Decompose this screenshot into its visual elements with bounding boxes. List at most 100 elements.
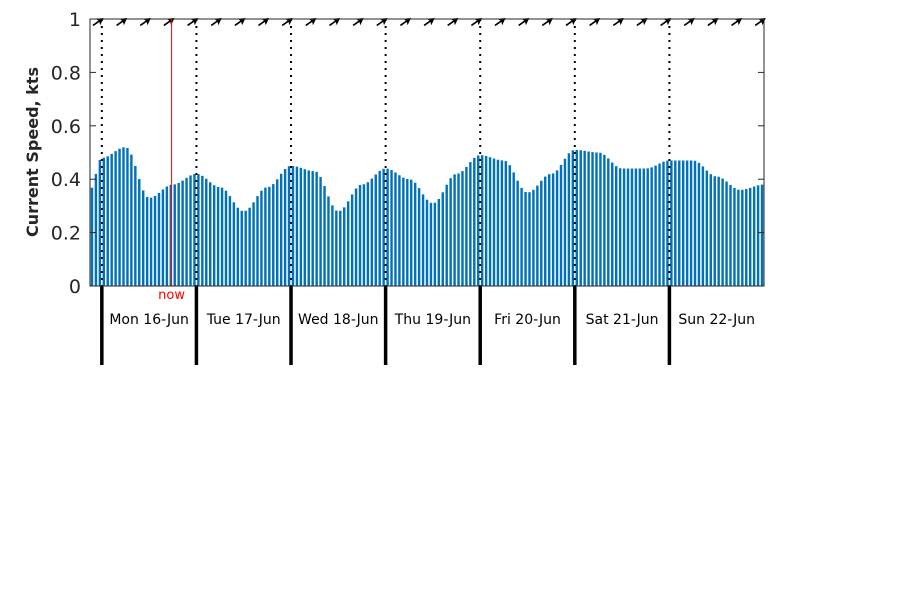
speed-bar: [461, 171, 464, 286]
speed-bar: [563, 158, 567, 286]
speed-bar: [169, 184, 173, 286]
speed-bar: [264, 187, 267, 286]
arrow-head: [521, 17, 530, 26]
speed-bar: [406, 179, 409, 286]
direction-arrow-icon: [139, 17, 151, 27]
arrow-head: [592, 17, 601, 26]
speed-bar: [642, 168, 645, 286]
speed-bar: [185, 177, 188, 286]
speed-bar: [583, 150, 586, 286]
speed-bar: [244, 210, 247, 286]
speed-bar: [709, 174, 713, 286]
speed-bar: [122, 147, 125, 286]
speed-bar: [339, 210, 342, 286]
speed-bar: [386, 168, 389, 286]
speed-bar: [118, 148, 121, 286]
speed-bar: [622, 168, 626, 286]
speed-bar: [547, 174, 551, 286]
day-label: Thu 19-Jun: [394, 312, 471, 328]
y-tick-label: 0.6: [51, 116, 81, 138]
day-label: Fri 20-Jun: [494, 312, 561, 328]
speed-bar: [611, 162, 614, 286]
speed-bar: [287, 166, 291, 286]
direction-arrow-icon: [470, 17, 483, 27]
speed-bar: [283, 168, 287, 286]
speed-bar: [674, 160, 677, 286]
arrow-head: [142, 17, 151, 26]
day-label: Mon 16-Jun: [109, 312, 189, 328]
speed-bar: [303, 169, 307, 286]
arrow-head: [686, 17, 695, 26]
speed-bar: [658, 163, 661, 286]
speed-bar: [157, 192, 161, 286]
speed-bar: [319, 177, 322, 286]
y-tick-label: 0: [69, 276, 81, 298]
direction-arrow-icon: [187, 17, 199, 27]
arrow-head: [474, 17, 483, 26]
speed-bar: [299, 167, 303, 286]
speed-bar: [331, 205, 334, 286]
speed-bar: [94, 173, 98, 286]
bars-layer: [90, 147, 764, 286]
speed-bar: [216, 186, 220, 286]
speed-bar: [350, 194, 354, 286]
speed-bar: [733, 187, 736, 286]
speed-bar: [161, 189, 165, 286]
speed-bar: [193, 174, 196, 286]
arrow-head: [497, 17, 506, 26]
speed-bar: [555, 170, 559, 286]
speed-bar: [638, 168, 642, 286]
direction-arrow-icon: [210, 17, 222, 27]
direction-arrow-icon: [518, 17, 530, 27]
direction-arrow-icon: [281, 17, 293, 27]
direction-arrow-icon: [565, 17, 577, 27]
speed-bar: [149, 197, 153, 286]
y-tick-label: 0.4: [51, 169, 81, 191]
direction-arrow-icon: [234, 17, 246, 27]
speed-bar: [370, 178, 374, 286]
speed-bar: [417, 188, 421, 286]
speed-bar: [279, 173, 283, 286]
speed-bar: [756, 185, 760, 286]
speed-bar: [390, 170, 393, 286]
speed-bar: [559, 164, 563, 286]
speed-bar: [477, 155, 480, 286]
speed-bar: [134, 165, 137, 286]
speed-bar: [394, 172, 397, 286]
speed-bar: [189, 175, 192, 286]
speed-bar: [106, 156, 109, 286]
speed-bar: [236, 207, 240, 286]
speed-bar: [666, 160, 669, 286]
speed-bar: [524, 192, 527, 286]
speed-bar: [441, 192, 444, 286]
speed-bar: [220, 187, 224, 286]
speed-bar: [512, 172, 515, 286]
speed-bar: [697, 162, 701, 286]
speed-bar: [741, 189, 744, 286]
speed-bar: [433, 202, 437, 286]
speed-bar: [453, 174, 456, 286]
arrow-head: [568, 17, 577, 26]
speed-bar: [748, 187, 752, 286]
speed-bar: [343, 207, 346, 286]
direction-arrow-icon: [376, 17, 388, 27]
speed-bar: [437, 198, 441, 286]
arrow-head: [119, 17, 128, 26]
y-tick-label: 0.8: [51, 62, 81, 84]
direction-arrow-icon: [707, 17, 719, 27]
speed-bar: [197, 174, 200, 286]
speed-bar: [760, 184, 764, 286]
speed-bar: [110, 153, 113, 286]
direction-arrow-icon: [612, 17, 624, 27]
speed-bar: [662, 161, 665, 286]
direction-arrows: [92, 17, 766, 27]
speed-bar: [508, 165, 511, 286]
speed-bar: [268, 186, 271, 286]
speed-bar: [307, 170, 310, 286]
speed-bar: [205, 178, 208, 286]
arrow-head: [308, 17, 317, 26]
speed-bar: [224, 190, 228, 286]
arrow-head: [355, 17, 364, 26]
